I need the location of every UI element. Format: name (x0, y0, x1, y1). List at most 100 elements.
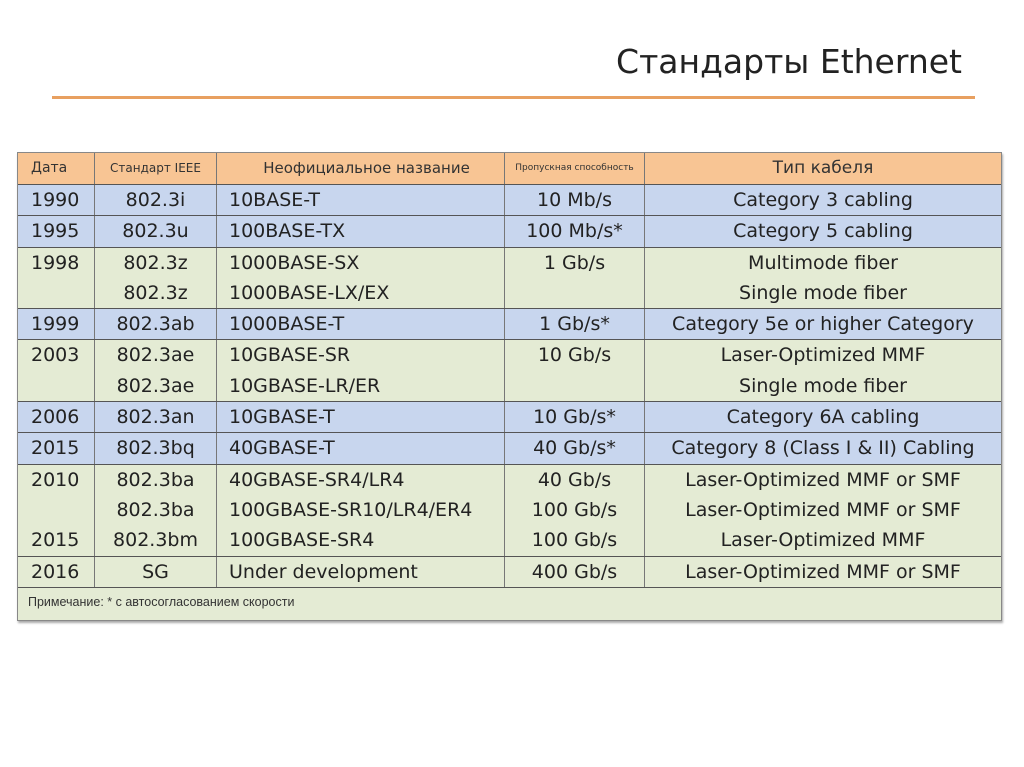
date-value: 2006 (31, 406, 80, 429)
bandwidth-cell: 10 Gb/s* (504, 402, 644, 433)
informal-name-value: 10BASE-T (229, 189, 320, 211)
bandwidth-value: 400 Gb/s (531, 560, 618, 583)
ieee-standard-cell: SG (94, 556, 216, 587)
cable-type-cell: Laser-Optimized MMF or SMF Laser-Optimize… (644, 464, 1001, 556)
cable-type-value: Category 6A cabling (726, 406, 920, 429)
title-underline (52, 96, 975, 99)
date-cell: 2015 (18, 433, 94, 463)
cable-type-value: Category 3 cabling (733, 189, 913, 211)
cable-type-cell: Laser-Optimized MMF or SMF (644, 556, 1001, 587)
table-row: 1998 802.3z 802.3z 1000BASE-SX 1000BASE-LX/E… (18, 246, 1001, 309)
table-row: 2006 802.3an 10GBASE-T 10 Gb/s* Category 6A … (18, 401, 1001, 433)
bandwidth-value: 1 Gb/s* (539, 313, 610, 336)
date-cell: 2003 (18, 340, 94, 401)
bandwidth-value: 100 Mb/s* (526, 220, 623, 243)
ieee-standard-cell: 802.3z 802.3z (94, 247, 216, 309)
date-value: 2015 (31, 437, 80, 460)
ieee-standard-value: 802.3bq (116, 437, 195, 460)
bandwidth-cell: 100 Mb/s* (504, 216, 644, 247)
date-cell: 1998 (18, 248, 94, 309)
date-value: 2016 (31, 560, 80, 583)
table-body: 1990 802.3i 10BASE-T 10 Mb/s Category 3 cabl… (18, 184, 1001, 587)
ieee-standard-value: 802.3ba (116, 498, 195, 521)
date-value: 2003 (31, 344, 80, 367)
bandwidth-value: 100 Gb/s (531, 498, 618, 521)
date-cell: 2010 2015 (18, 465, 94, 556)
cable-type-cell: Category 3 cabling (644, 185, 1001, 216)
cable-type-value: Laser-Optimized MMF or SMF (685, 498, 961, 521)
bandwidth-cell: 1 Gb/s (504, 247, 644, 309)
cable-type-value: Category 8 (Class I & II) Cabling (671, 437, 975, 460)
cable-type-cell: Laser-Optimized MMF Single mode fiber (644, 340, 1001, 402)
bandwidth-cell: 1 Gb/s* (504, 309, 644, 340)
date-value: 2010 (31, 468, 80, 491)
cable-type-value: Laser-Optimized MMF or SMF (685, 468, 961, 491)
cable-type-cell: Category 6A cabling (644, 402, 1001, 433)
bandwidth-value: 10 Gb/s (537, 344, 612, 367)
ieee-standard-value: 802.3ba (116, 468, 195, 491)
ieee-standard-cell: 802.3i (94, 185, 216, 216)
date-value (31, 371, 94, 401)
ieee-standard-value: 802.3bm (113, 529, 198, 552)
informal-name-cell: 10BASE-T (216, 185, 504, 216)
cable-type-cell: Category 5e or higher Category (644, 309, 1001, 340)
table-note: Примечание: * с автосогласованием скорос… (18, 586, 1001, 620)
ieee-standard-cell: 802.3an (94, 402, 216, 433)
cable-type-cell: Category 5 cabling (644, 216, 1001, 247)
informal-name-cell: 40GBASE-T (216, 433, 504, 464)
informal-name-cell: 10GBASE-SR 10GBASE-LR/ER (216, 340, 504, 402)
informal-name-value: 40GBASE-T (229, 437, 335, 460)
header-cable: Тип кабеля (644, 153, 1001, 184)
informal-name-value: 100GBASE-SR4 (229, 529, 375, 552)
ieee-standard-value: 802.3z (123, 251, 188, 274)
date-cell: 1990 (18, 185, 94, 215)
bandwidth-cell: 10 Mb/s (504, 185, 644, 216)
table-row: 2003 802.3ae 802.3ae 10GBASE-SR 10GBASE-LR/E… (18, 339, 1001, 402)
ieee-standard-cell: 802.3ba 802.3ba 802.3bm (94, 464, 216, 556)
bandwidth-cell: 400 Gb/s (504, 556, 644, 587)
bandwidth-value: 10 Mb/s (537, 189, 612, 211)
bandwidth-value (505, 278, 644, 308)
header-speed: Пропускная способность (504, 153, 644, 184)
ieee-standard-value: 802.3ae (116, 344, 195, 367)
date-cell: 1999 (18, 309, 94, 339)
ieee-standard-value: 802.3z (123, 281, 188, 304)
informal-name-cell: 1000BASE-T (216, 309, 504, 340)
informal-name-cell: 1000BASE-SX 1000BASE-LX/EX (216, 247, 504, 309)
informal-name-value: Under development (229, 560, 418, 583)
informal-name-cell: 100BASE-TX (216, 216, 504, 247)
bandwidth-cell: 40 Gb/s* (504, 433, 644, 464)
bandwidth-cell: 40 Gb/s 100 Gb/s 100 Gb/s (504, 464, 644, 556)
table-header: Дата Стандарт IEEE Неофициальное названи… (18, 153, 1001, 184)
cable-type-cell: Category 8 (Class I & II) Cabling (644, 433, 1001, 464)
cable-type-value: Single mode fiber (739, 374, 907, 397)
date-cell: 2016 (18, 557, 94, 587)
table-row: 1990 802.3i 10BASE-T 10 Mb/s Category 3 cabl… (18, 184, 1001, 216)
table-row: 2016 SG Under development 400 Gb/s Laser-Opt… (18, 555, 1001, 587)
cable-type-cell: Multimode fiber Single mode fiber (644, 247, 1001, 309)
date-value: 1990 (31, 189, 80, 211)
header-date: Дата (31, 160, 68, 176)
table-row: 1999 802.3ab 1000BASE-T 1 Gb/s* Category 5e … (18, 308, 1001, 340)
cable-type-value: Multimode fiber (748, 251, 898, 274)
bandwidth-value: 40 Gb/s* (533, 437, 616, 460)
ieee-standard-value: 802.3an (116, 406, 195, 429)
header-ieee: Стандарт IEEE (94, 153, 216, 184)
table-row: 2015 802.3bq 40GBASE-T 40 Gb/s* Category 8 (… (18, 432, 1001, 464)
informal-name-cell: 40GBASE-SR4/LR4 100GBASE-SR10/LR4/ER4 100G… (216, 464, 504, 556)
bandwidth-value: 1 Gb/s (543, 251, 606, 274)
bandwidth-value: 10 Gb/s* (533, 406, 616, 429)
informal-name-cell: Under development (216, 556, 504, 587)
ieee-standard-value: 802.3u (122, 220, 189, 243)
cable-type-value: Single mode fiber (739, 281, 907, 304)
informal-name-value: 1000BASE-SX (229, 251, 360, 274)
table-row: 2010 2015 802.3ba 802.3ba 802.3bm 40GBASE-SR4… (18, 463, 1001, 556)
informal-name-value: 100GBASE-SR10/LR4/ER4 (229, 498, 473, 521)
ieee-standard-value: 802.3ab (116, 313, 195, 336)
table-row: 1995 802.3u 100BASE-TX 100 Mb/s* Category 5 … (18, 215, 1001, 247)
cable-type-value: Laser-Optimized MMF (720, 344, 926, 367)
bandwidth-value: 100 Gb/s (531, 529, 618, 552)
informal-name-value: 40GBASE-SR4/LR4 (229, 468, 405, 491)
cable-type-value: Laser-Optimized MMF or SMF (685, 560, 961, 583)
date-value: 1998 (31, 251, 80, 274)
